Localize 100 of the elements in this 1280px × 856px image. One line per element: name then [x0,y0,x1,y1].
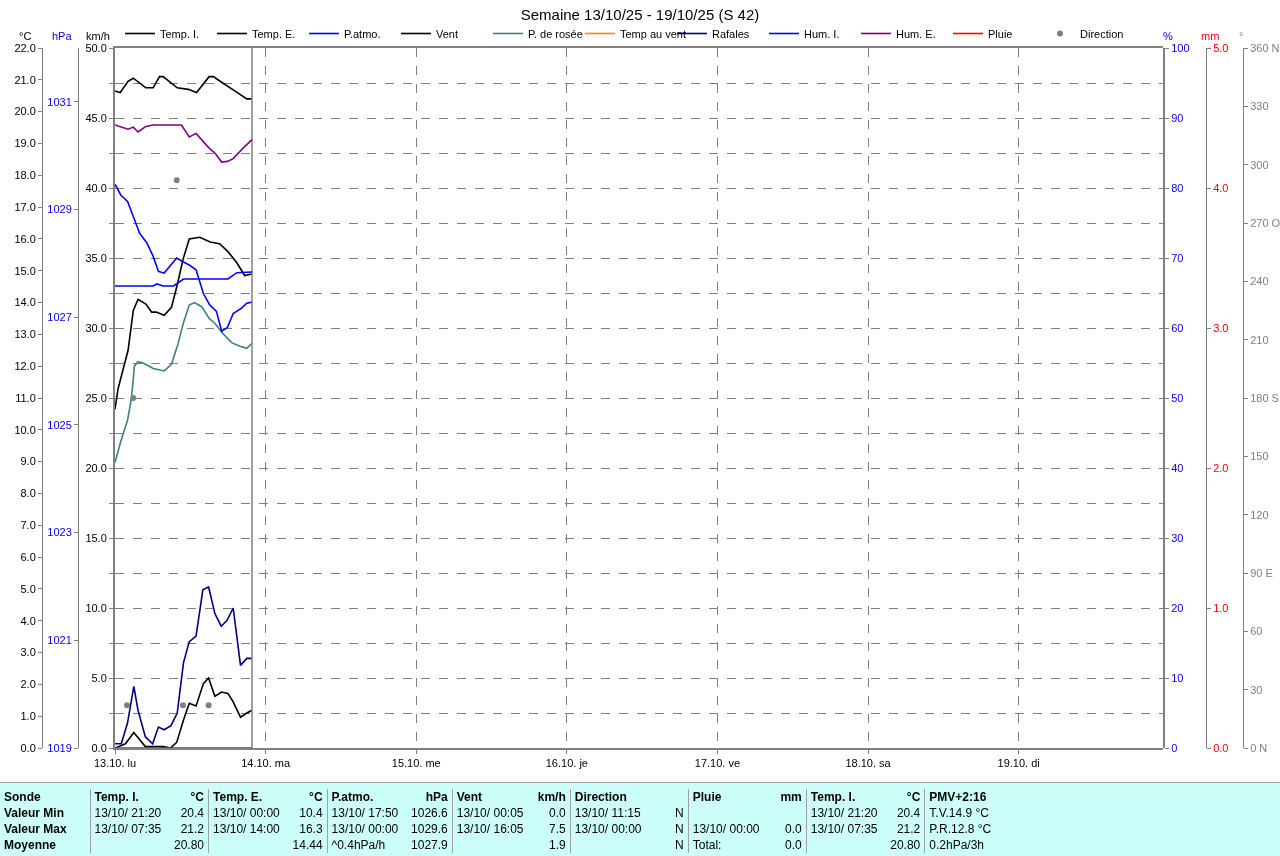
y3-tick-label: 90 E [1250,566,1273,579]
y3-tick-label: 20.0 [85,461,107,474]
y2-tick-label: 5.0 [1213,41,1229,54]
legend-label: Rafales [712,27,750,40]
text: 13/10/ 00:00 [208,805,289,821]
y3-tick-label: 60 [1250,625,1263,638]
text: Temp. I. [90,789,170,805]
y3-tick-label: 120 [1250,508,1269,521]
y2-tick-label: 1025 [47,418,72,431]
x-tick-label: 15.10. me [391,757,441,770]
y3-tick-label: 270 O [1250,216,1280,229]
text: Temp. E. [208,789,289,805]
y-tick-label: 13.0 [14,328,36,341]
x-tick-label: 13.10. lu [93,757,137,770]
y3-tick-label: 0.0 [91,741,107,754]
line-series [115,586,253,745]
text: 13/10/ 07:35 [90,821,170,837]
y3-tick-label: 30 [1250,683,1263,696]
text: hPa [424,789,449,805]
text: 13/10/ 21:20 [806,805,887,821]
y-tick-label: 50 [1171,391,1184,404]
text: 10.4 [298,805,324,821]
y-tick-label: 16.0 [14,232,36,245]
text: °C [905,789,922,805]
y3-tick-label: 360 N [1250,41,1280,54]
text: km/h [536,789,567,805]
text: 13/10/ 21:20 [90,805,170,821]
legend-label: Direction [1080,27,1124,40]
y-tick-label: 0 [1171,741,1178,754]
text: 20.80 [173,837,206,853]
text: 13/10/ 07:35 [806,821,887,837]
text: 1027.9 [410,837,449,853]
text: 0.2hPa/3h [924,837,1045,853]
y-tick-label: 12.0 [14,360,36,373]
text: PMV+2:16 [924,789,1045,805]
text: Total: [688,837,769,853]
y-tick-label: 1.0 [20,710,36,723]
y3-axis-title: km/h [86,30,110,42]
y2-tick-label: 1.0 [1213,601,1229,614]
y-tick-label: 20.0 [14,105,36,118]
text: Sonde [3,789,42,805]
y-tick-label: 4.0 [20,614,36,627]
y3-tick-label: 330 [1250,100,1269,113]
y3-tick-label: 210 [1250,333,1269,346]
text: 21.2 [895,821,922,837]
y3-tick-label: 10.0 [85,601,107,614]
text: 13/10/ 16:05 [452,821,533,837]
y3-tick-label: 40.0 [85,181,107,194]
y3-tick-label: 45.0 [85,111,107,124]
y-tick-label: 6.0 [20,550,36,563]
y-tick-label: 30 [1171,531,1184,544]
y-tick-label: 17.0 [14,200,36,213]
y-tick-label: 21.0 [14,73,36,86]
text: P.R.12.8 °C [924,821,1045,837]
y-tick-label: 80 [1171,181,1184,194]
text: Moyenne [3,837,57,853]
y-tick-label: 7.0 [20,519,36,532]
y2-tick-label: 0.0 [1213,741,1229,754]
y2-tick-label: 1021 [47,634,72,647]
text: 13/10/ 11:15 [570,805,651,821]
x-tick-label: 19.10. di [997,757,1040,770]
text: °C [189,789,206,805]
y-tick-label: 2.0 [20,678,36,691]
text: Direction [570,789,651,805]
y3-tick-label: 5.0 [91,671,107,684]
y2-tick-label: 3.0 [1213,321,1229,334]
text: 20.80 [889,837,922,853]
text: 14.44 [291,837,324,853]
y2-tick-label: 2.0 [1213,461,1229,474]
text: Valeur Max [3,821,68,837]
y-tick-label: 5.0 [20,582,36,595]
text: P.atmo. [327,789,408,805]
y2-tick-label: 1019 [47,741,72,754]
y2-axis-title: hPa [52,30,73,42]
y3-tick-label: 25.0 [85,391,107,404]
x-tick-label: 17.10. ve [694,757,741,770]
y-axis-title: °C [19,30,32,42]
text: Valeur Min [3,805,66,821]
text: 20.4 [895,805,922,821]
y3-tick-label: 35.0 [85,251,107,264]
text: T.V.14.9 °C [924,805,1045,821]
y3-tick-label: 50.0 [85,41,107,54]
text: N [674,805,685,821]
text: N [674,821,685,837]
text: 13/10/ 00:00 [688,821,769,837]
text: N [674,837,685,853]
text: 0.0 [548,805,567,821]
y2-tick-label: 4.0 [1213,181,1229,194]
y-tick-label: 14.0 [14,296,36,309]
legend-label: Pluie [988,27,1013,40]
y2-tick-label: 1031 [47,95,72,108]
legend-label: Hum. E. [896,27,936,40]
text: Temp. I. [806,789,887,805]
y-tick-label: 3.0 [20,646,36,659]
y-tick-label: 100 [1171,41,1190,54]
text: 1.9 [548,837,567,853]
y3-tick-label: 240 [1250,275,1269,288]
y3-tick-label: 30.0 [85,321,107,334]
y-tick-label: 10 [1171,671,1184,684]
y-tick-label: 90 [1171,111,1184,124]
